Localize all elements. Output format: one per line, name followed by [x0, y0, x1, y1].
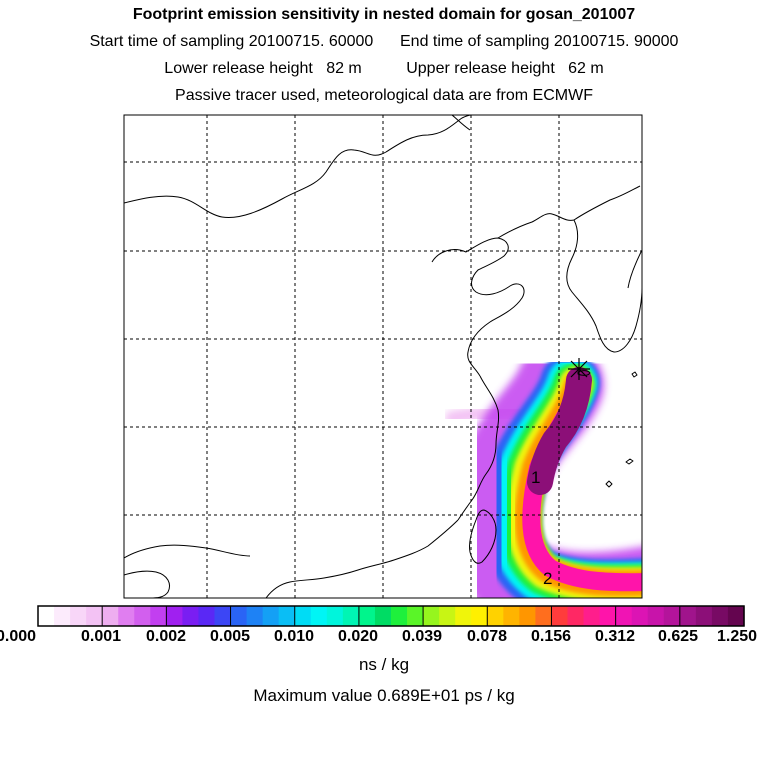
colorbar-cell	[70, 606, 87, 626]
coast-bohai	[431, 237, 525, 377]
coast-south-china	[265, 519, 459, 598]
tick-label-5: 0.020	[337, 628, 379, 645]
colorbar-cell	[182, 606, 200, 626]
colorbar-cell	[38, 606, 55, 626]
tick-label-9: 0.312	[594, 628, 636, 645]
ryukyu-islet-1	[631, 371, 638, 378]
taiwan-island	[469, 509, 497, 564]
colorbar-cell	[615, 606, 633, 626]
tick-label-1: 0.001	[80, 628, 122, 645]
start-time-label: Start time of sampling	[89, 33, 245, 50]
tick-label-4: 0.010	[273, 628, 315, 645]
colorbar-dividers	[101, 606, 681, 626]
border-northern	[124, 115, 473, 219]
colorbar-cell	[663, 606, 681, 626]
colorbar-cell	[567, 606, 585, 626]
end-time-label: End time of sampling	[400, 33, 550, 50]
colorbar-cell	[150, 606, 167, 626]
plume-core-dark	[527, 367, 592, 495]
coast-gulf-tonkin	[124, 544, 251, 559]
colorbar-cell	[711, 606, 729, 626]
colorbar-cell	[198, 606, 216, 626]
colorbar-cell	[407, 606, 424, 626]
ryukyu-islet-3	[605, 480, 613, 488]
release-height-line: Lower release height 82 m Upper release …	[0, 60, 768, 78]
colorbar-cell	[471, 606, 488, 626]
tracer-info-line: Passive tracer used, meteorological data…	[175, 87, 593, 104]
colorbar-cell	[118, 606, 135, 626]
colorbar-cell	[230, 606, 248, 626]
jeju-island	[577, 370, 591, 376]
sampling-time-line: Start time of sampling 20100715. 60000 E…	[0, 33, 768, 51]
colorbar-cell	[631, 606, 649, 626]
colorbar-frame	[37, 605, 745, 627]
colorbar-cell	[86, 606, 103, 626]
ryukyu-islet-2	[625, 458, 634, 465]
upper-height-value: 62 m	[568, 60, 604, 77]
colorbar-cell	[391, 606, 408, 626]
tick-label-7: 0.078	[466, 628, 508, 645]
colorbar-cell	[503, 606, 520, 626]
korea-east-coast	[627, 249, 642, 289]
hainan-region	[124, 570, 170, 598]
graticule	[124, 115, 642, 598]
colorbar-cell	[535, 606, 553, 626]
tick-label-10: 0.625	[657, 628, 699, 645]
colorbar-cell	[294, 606, 312, 626]
colorbar-units: ns / kg	[358, 655, 410, 674]
colorbar-cell	[455, 606, 472, 626]
colorbar-cell	[647, 606, 665, 626]
colorbar-cell	[519, 606, 537, 626]
colorbar-cell	[679, 606, 697, 626]
colorbar-cell	[599, 606, 617, 626]
colorbar-cell	[487, 606, 504, 626]
colorbar-cell	[310, 606, 328, 626]
colorbar-cell	[374, 606, 392, 626]
korea-peninsula	[566, 219, 642, 353]
colorbar-cell	[727, 606, 745, 626]
maximum-value-line: Maximum value 0.689E+01 ps / kg	[0, 686, 768, 706]
map-frame	[123, 114, 643, 599]
colorbar-cell	[54, 606, 71, 626]
colorbar-cell	[439, 606, 456, 626]
lower-height-label: Lower release height	[164, 60, 313, 77]
tick-label-3: 0.005	[209, 628, 251, 645]
colorbar-cell	[423, 606, 440, 626]
tick-label-8: 0.156	[530, 628, 572, 645]
colorbar-cell	[326, 606, 344, 626]
coast-liaodong	[497, 213, 575, 239]
plot-title: Footprint emission sensitivity in nested…	[132, 6, 636, 23]
tick-label-0: 0.000	[0, 628, 37, 645]
release-site-marker	[568, 358, 590, 380]
tick-label-6: 0.039	[401, 628, 443, 645]
maximum-value-label: Maximum value	[253, 686, 373, 705]
colorbar-cell	[551, 606, 569, 626]
colorbar-cells	[38, 606, 745, 626]
upper-height-label: Upper release height	[406, 60, 555, 77]
colorbar-cell	[102, 606, 119, 626]
colorbar-cell	[342, 606, 360, 626]
border-china-korea	[573, 185, 641, 221]
colorbar-cell	[583, 606, 601, 626]
colorbar-cell	[246, 606, 264, 626]
colorbar-cell	[214, 606, 232, 626]
colorbar-cell	[278, 606, 296, 626]
colorbar-cell	[166, 606, 184, 626]
border-northeast	[451, 115, 471, 131]
end-time-value: 20100715. 90000	[553, 33, 679, 50]
colorbar-cell	[262, 606, 280, 626]
tick-label-11: 1.250	[716, 628, 758, 645]
start-time-value: 20100715. 60000	[248, 33, 374, 50]
maximum-value: 0.689E+01 ps / kg	[377, 686, 515, 705]
trajectory-label-1: 1	[531, 468, 540, 487]
tick-label-2: 0.002	[145, 628, 187, 645]
colorbar-cell	[695, 606, 713, 626]
lower-height-value: 82 m	[326, 60, 362, 77]
colorbar-cell	[134, 606, 151, 626]
colorbar-cell	[358, 606, 376, 626]
trajectory-label-2: 2	[543, 569, 552, 588]
